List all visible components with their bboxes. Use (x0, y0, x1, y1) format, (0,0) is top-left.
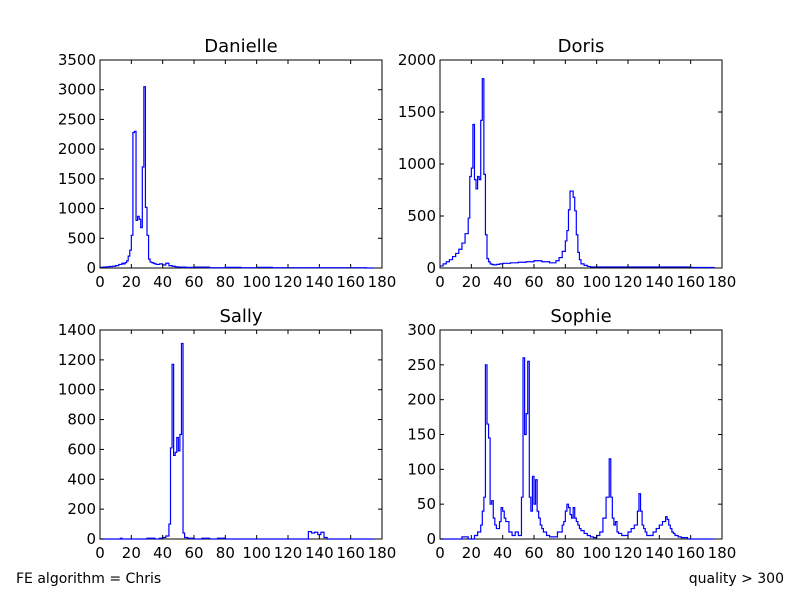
y-tick-label: 1500 (398, 103, 436, 121)
x-tick-label: 160 (336, 273, 365, 291)
y-tick-label: 1000 (398, 155, 436, 173)
y-tick-label: 1000 (58, 200, 96, 218)
y-tick-label: 1000 (58, 381, 96, 399)
x-tick-label: 60 (184, 273, 203, 291)
series-line-0 (100, 86, 375, 269)
subplot-0: 0 20 40 60 80 100 120 140 160 180 0 500 1000 1500 2000… (58, 36, 397, 291)
y-tick-label: 0 (86, 530, 96, 548)
y-tick-label: 1400 (58, 321, 96, 339)
x-tick-label: 60 (184, 544, 203, 562)
subplot-2: 0 20 40 60 80 100 120 140 160 180 0 200 400 600 800 100… (58, 306, 397, 562)
x-tick-label: 120 (274, 273, 303, 291)
x-tick-label: 20 (462, 273, 481, 291)
y-tick-label: 800 (67, 411, 96, 429)
quality-note: quality > 300 (688, 571, 784, 587)
x-tick-label: 120 (614, 273, 643, 291)
x-tick-label: 20 (462, 544, 481, 562)
y-tick-label: 2500 (58, 110, 96, 128)
x-tick-label: 0 (435, 273, 445, 291)
x-tick-label: 160 (676, 273, 705, 291)
y-tick-label: 200 (67, 500, 96, 518)
series-line-0 (440, 357, 715, 540)
x-tick-label: 100 (582, 544, 611, 562)
y-tick-label: 50 (417, 495, 436, 513)
y-tick-label: 400 (67, 470, 96, 488)
y-tick-label: 500 (407, 207, 436, 225)
y-tick-label: 300 (407, 321, 436, 339)
x-tick-label: 180 (708, 273, 737, 291)
x-tick-label: 180 (708, 544, 737, 562)
y-tick-label: 0 (86, 259, 96, 277)
y-tick-label: 2000 (58, 140, 96, 158)
x-tick-label: 40 (493, 273, 512, 291)
plot-frame (99, 329, 383, 540)
x-tick-label: 80 (216, 273, 235, 291)
series-line-0 (100, 342, 375, 540)
x-tick-label: 140 (645, 273, 674, 291)
subplot-title: Danielle (204, 36, 277, 57)
subplot-title: Sally (219, 306, 262, 327)
y-tick-label: 3500 (58, 51, 96, 69)
x-tick-label: 0 (95, 544, 105, 562)
x-tick-label: 20 (122, 273, 141, 291)
y-tick-label: 2000 (398, 51, 436, 69)
y-tick-label: 100 (407, 460, 436, 478)
x-tick-label: 40 (493, 544, 512, 562)
y-tick-label: 600 (67, 440, 96, 458)
x-tick-label: 40 (153, 273, 172, 291)
y-tick-label: 500 (67, 229, 96, 247)
plot-frame (439, 59, 723, 269)
x-tick-label: 60 (524, 273, 543, 291)
x-tick-label: 160 (336, 544, 365, 562)
y-tick-label: 1200 (58, 351, 96, 369)
algorithm-note: FE algorithm = Chris (16, 571, 162, 587)
x-tick-label: 140 (645, 544, 674, 562)
plot-frame (99, 59, 383, 269)
y-tick-label: 1500 (58, 170, 96, 188)
x-tick-label: 120 (614, 544, 643, 562)
subplot-1: 0 20 40 60 80 100 120 140 160 180 0 500 1000 1500 2000… (398, 36, 737, 291)
subplot-title: Sophie (550, 306, 611, 327)
y-tick-label: 150 (407, 426, 436, 444)
y-tick-label: 200 (407, 391, 436, 409)
x-tick-label: 20 (122, 544, 141, 562)
series-line-0 (440, 78, 715, 269)
x-tick-label: 40 (153, 544, 172, 562)
x-tick-label: 140 (305, 544, 334, 562)
x-tick-label: 180 (368, 273, 397, 291)
x-tick-label: 0 (95, 273, 105, 291)
y-tick-label: 0 (426, 259, 436, 277)
x-tick-label: 140 (305, 273, 334, 291)
x-tick-label: 60 (524, 544, 543, 562)
plot-frame (439, 329, 723, 540)
x-tick-label: 80 (216, 544, 235, 562)
y-tick-label: 3000 (58, 81, 96, 99)
x-tick-label: 120 (274, 544, 303, 562)
subplot-title: Doris (558, 36, 605, 57)
x-tick-label: 0 (435, 544, 445, 562)
x-tick-label: 160 (676, 544, 705, 562)
x-tick-label: 80 (556, 544, 575, 562)
x-tick-label: 80 (556, 273, 575, 291)
y-tick-label: 250 (407, 356, 436, 374)
x-tick-label: 100 (242, 544, 271, 562)
x-tick-label: 180 (368, 544, 397, 562)
y-tick-label: 0 (426, 530, 436, 548)
subplot-3: 0 20 40 60 80 100 120 140 160 1800501001502002503… (407, 306, 736, 562)
x-tick-label: 100 (582, 273, 611, 291)
x-tick-label: 100 (242, 273, 271, 291)
